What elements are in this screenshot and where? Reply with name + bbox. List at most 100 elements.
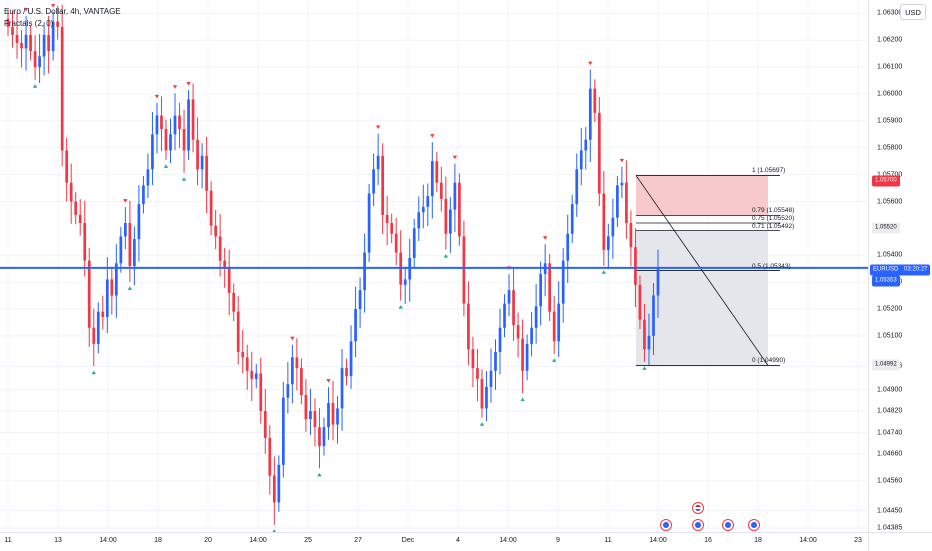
candle-body: [214, 225, 217, 237]
candle-body: [232, 292, 236, 312]
candle-body: [309, 411, 312, 420]
chart-plot-area[interactable]: Euro / U.S. Dollar, 4h, VANTAGE Fractals…: [0, 0, 868, 532]
candle-body: [485, 386, 488, 409]
candle-body: [29, 34, 32, 52]
candle-body: [557, 303, 561, 342]
candle-body: [254, 373, 258, 379]
time-tick-label: 16: [704, 537, 712, 544]
high-price-marker: 1.05700: [872, 175, 900, 187]
candle-body: [11, 26, 14, 35]
fractal-down-marker: [186, 82, 191, 86]
currency-button[interactable]: USD: [900, 4, 926, 20]
fractal-up-marker: [479, 422, 485, 426]
candle-body: [155, 115, 159, 135]
candle-body: [616, 185, 619, 218]
fractal-up-marker: [181, 177, 187, 181]
symbol-title: Euro / U.S. Dollar, 4h, VANTAGE: [4, 7, 121, 16]
candle-body: [575, 169, 579, 205]
candle-body: [390, 223, 394, 234]
candle-body: [570, 204, 574, 234]
candle-body: [611, 217, 615, 237]
candle-body: [128, 223, 132, 266]
candle-body: [178, 115, 181, 129]
candle-body: [245, 357, 249, 371]
time-tick-label: 14:00: [99, 537, 117, 544]
candle-body: [151, 134, 154, 170]
candle-body: [584, 139, 588, 151]
candle-body: [634, 247, 637, 285]
candle-body: [394, 233, 398, 253]
candle-body: [521, 338, 524, 371]
candle-body: [430, 161, 434, 197]
candle-body: [241, 351, 245, 358]
candle-body: [354, 308, 357, 342]
candle-body: [376, 155, 380, 170]
candle-body: [489, 370, 493, 387]
candle-body: [15, 34, 19, 43]
candle-body: [164, 128, 168, 151]
candle-body: [114, 263, 118, 296]
candle-body: [426, 196, 430, 207]
fractal-down-marker: [123, 199, 128, 203]
candle-body: [381, 155, 385, 215]
fib-label: 0.71 (1.05492): [752, 222, 795, 230]
candle-body: [74, 201, 78, 215]
candle-body: [281, 397, 285, 465]
countdown-label: 03:20:27: [904, 266, 928, 273]
candle-body: [322, 427, 326, 447]
time-axis[interactable]: 11 13 14:00 18 20 14:00 25 27 Dec 4 14:00 9 11 14:00 1…: [0, 532, 868, 551]
time-tick-label: 9: [556, 537, 560, 544]
time-tick-label: 14:00: [799, 537, 817, 544]
candle-body: [548, 263, 552, 312]
economic-event-icon[interactable]: [722, 519, 734, 531]
candle-body: [494, 351, 497, 371]
price-tick-label: 1.05800: [877, 144, 903, 152]
fractal-down-marker: [172, 85, 178, 89]
fractal-up-marker: [443, 254, 449, 258]
candle-body: [227, 268, 231, 293]
indicator-label[interactable]: Fractals (2, 0): [4, 19, 54, 28]
candle-body: [643, 319, 646, 350]
candle-body: [372, 169, 375, 194]
fractal-up-marker: [91, 370, 96, 375]
candle-body: [625, 182, 628, 224]
candle-body: [503, 303, 506, 328]
axis-corner: [868, 532, 932, 551]
candle-body: [101, 311, 105, 318]
candle-body: [421, 206, 425, 213]
candle-body: [182, 128, 186, 151]
fractal-up-marker: [32, 84, 38, 88]
fib-price-marker: 1.05520: [872, 222, 900, 234]
us-flag-event-icon[interactable]: [692, 502, 704, 514]
price-tick-label: 1.05600: [877, 198, 903, 205]
symbol-label: EURUSD: [873, 266, 899, 273]
economic-event-icon[interactable]: [660, 519, 672, 531]
fractal-down-marker: [23, 7, 29, 12]
candle-body: [277, 464, 281, 503]
candle-body: [133, 239, 136, 266]
candle-body: [345, 368, 348, 377]
candle-body: [647, 335, 651, 350]
time-tick-label: 4: [456, 537, 460, 544]
fractal-down-marker: [430, 134, 435, 138]
chart-legend: Euro / U.S. Dollar, 4h, VANTAGE Fractals…: [4, 6, 121, 30]
candle-body: [512, 290, 515, 326]
candle-body: [363, 252, 366, 291]
price-tick-label: 1.06100: [877, 63, 903, 71]
price-tick-label: 1.06300: [877, 9, 903, 17]
economic-event-icon[interactable]: [748, 519, 760, 531]
candle-body: [449, 209, 452, 234]
economic-event-icon[interactable]: [692, 519, 704, 531]
candle-body: [453, 182, 457, 210]
candle-body: [124, 223, 127, 237]
fib-label: 0.79 (1.05548): [752, 207, 795, 215]
event-dot-icon: [695, 505, 701, 511]
candle-body: [160, 115, 163, 129]
candle-body: [169, 134, 172, 151]
candle-body: [60, 26, 64, 151]
event-dot-icon: [751, 522, 757, 528]
candle-body: [652, 295, 655, 336]
candle-body: [417, 212, 421, 229]
price-tick-label: 1.06000: [877, 90, 903, 98]
candlestick-chart[interactable]: [0, 0, 868, 532]
